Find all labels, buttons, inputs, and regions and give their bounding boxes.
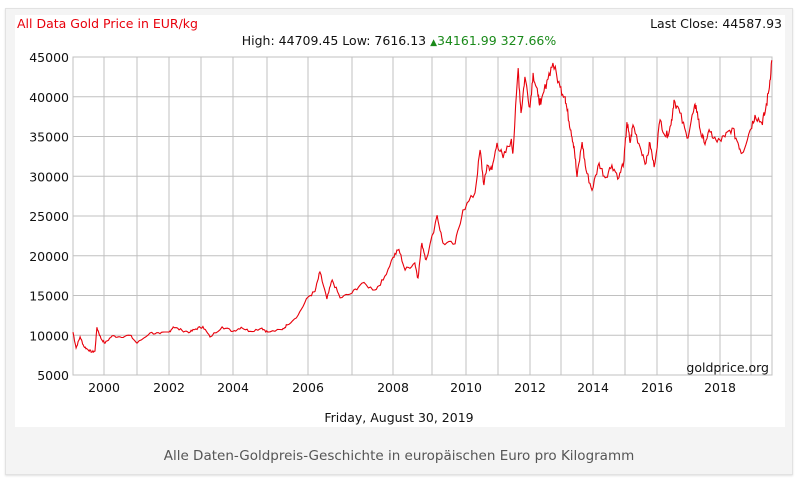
chart-caption: Alle Daten-Goldpreis-Geschichte in europ… (163, 448, 635, 464)
x-tick-label: 2008 (377, 380, 409, 395)
x-tick-label: 2012 (514, 380, 546, 395)
watermark: goldprice.org (686, 360, 769, 375)
high-low-stats: High: 44709.45 Low: 7616.13 ▲34161.99 32… (0, 33, 798, 48)
change-value: 34161.99 327.66% (437, 33, 557, 48)
x-tick-label: 2002 (153, 380, 185, 395)
x-tick-label: 2006 (292, 380, 324, 395)
y-tick-label: 15000 (29, 289, 69, 304)
y-tick-label: 25000 (29, 209, 69, 224)
high-value: High: 44709.45 (241, 33, 339, 48)
y-tick-label: 45000 (29, 50, 69, 65)
price-line (72, 60, 773, 354)
y-tick-label: 10000 (29, 328, 69, 343)
x-tick-label: 2016 (641, 380, 673, 395)
low-value: Low: 7616.13 (342, 33, 427, 48)
y-tick-label: 30000 (29, 169, 69, 184)
x-tick-label: 2010 (450, 380, 482, 395)
y-tick-label: 20000 (29, 249, 69, 264)
chart-title: All Data Gold Price in EUR/kg (17, 16, 198, 31)
x-tick-label: 2004 (217, 380, 249, 395)
y-tick-label: 5000 (37, 368, 69, 383)
plot-border (72, 56, 773, 376)
x-tick-label: 2014 (577, 380, 609, 395)
up-triangle-icon: ▲ (430, 38, 438, 48)
x-tick-label: 2000 (88, 380, 120, 395)
date-label: Friday, August 30, 2019 (324, 410, 474, 425)
x-tick-label: 2018 (704, 380, 736, 395)
y-tick-label: 40000 (29, 90, 69, 105)
y-tick-label: 35000 (29, 130, 69, 145)
last-close: Last Close: 44587.93 (650, 16, 782, 31)
